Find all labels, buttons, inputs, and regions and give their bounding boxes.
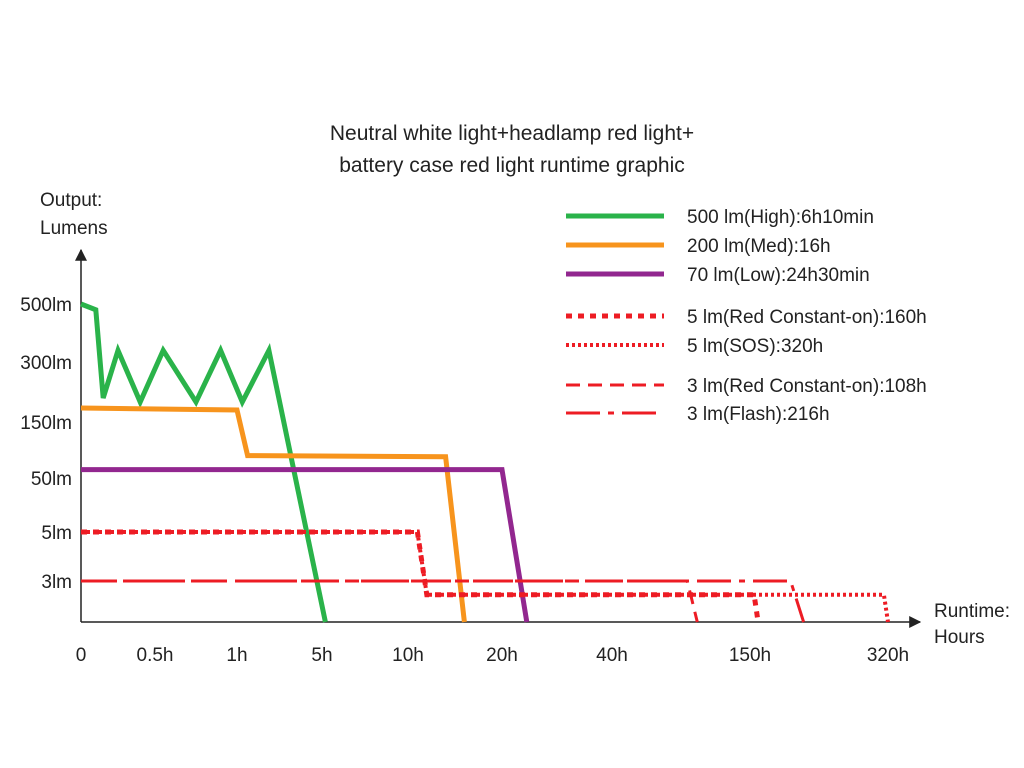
y-axis-label-line-2: Lumens [40,218,108,239]
x-tick-label: 1h [226,645,247,666]
y-tick-label: 3lm [41,572,72,593]
x-tick-label: 0 [76,645,87,666]
series-line-2 [80,405,467,623]
x-tick-label: 5h [311,645,332,666]
series-line-7 [81,579,806,623]
legend-label-1: 500 lm(High):6h10min [687,207,874,228]
legend-label-2: 200 lm(Med):16h [687,236,831,257]
chart-title-line-1: Neutral white light+headlamp red light+ [330,122,694,145]
series-line-3 [81,467,530,623]
x-tick-label: 10h [392,645,424,666]
y-tick-label: 150lm [20,413,72,434]
y-tick-label: 300lm [20,353,72,374]
x-tick-label: 40h [596,645,628,666]
x-tick-label: 320h [867,645,909,666]
legend-label-5: 5 lm(SOS):320h [687,336,823,357]
series-line-6 [81,579,699,623]
chart-title-line-2: battery case red light runtime graphic [339,154,685,177]
series-line-1 [80,301,328,623]
y-axis-label-line-1: Output: [40,190,102,211]
y-tick-label: 50lm [31,469,72,490]
x-axis-label-line-2: Hours [934,627,985,648]
x-tick-label: 20h [486,645,518,666]
legend-label-4: 5 lm(Red Constant-on):160h [687,307,927,328]
x-tick-label: 150h [729,645,771,666]
x-axis-label-line-1: Runtime: [934,601,1010,622]
legend-label-7: 3 lm(Flash):216h [687,404,830,425]
legend-label-3: 70 lm(Low):24h30min [687,265,870,286]
y-tick-label: 500lm [20,295,72,316]
series-line-5 [81,530,890,623]
x-tick-label: 0.5h [137,645,174,666]
y-tick-label: 5lm [41,523,72,544]
series-line-4 [81,529,761,623]
legend-label-6: 3 lm(Red Constant-on):108h [687,376,927,397]
